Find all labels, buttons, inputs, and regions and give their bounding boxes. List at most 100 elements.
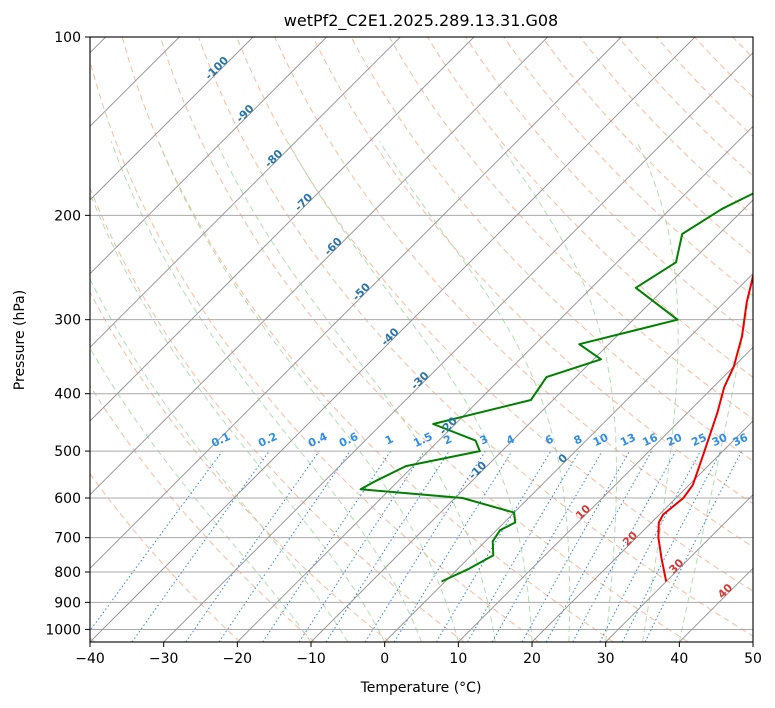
x-tick-label: −40	[75, 651, 105, 667]
x-tick-label: 0	[380, 651, 389, 667]
background-lines	[90, 37, 775, 642]
dry-adiabat	[90, 186, 465, 642]
dewpoint-profile	[359, 192, 753, 583]
dry-adiabat	[350, 37, 753, 462]
mixing-ratio-line	[262, 450, 392, 642]
x-tick-label: −10	[296, 651, 326, 667]
mixing-ratio-label: 25	[689, 431, 708, 449]
moist-adiabat	[378, 141, 571, 642]
isotherm-line	[90, 37, 328, 275]
dry-adiabat	[388, 37, 753, 420]
isotherm-line	[90, 37, 549, 496]
isotherm-label: -30	[408, 369, 431, 392]
isotherm-label: -60	[322, 235, 345, 258]
isotherm-line	[678, 567, 753, 642]
mixing-ratio-line	[364, 450, 486, 642]
y-tick-label: 800	[54, 565, 81, 581]
x-tick-label: 50	[744, 651, 762, 667]
mixing-ratio-label: 1	[383, 432, 395, 447]
isotherm-line	[531, 420, 753, 642]
x-tick-label: 10	[449, 651, 467, 667]
x-tick-label: 30	[597, 651, 615, 667]
temperature-profile	[657, 271, 753, 582]
isotherm-label: -40	[378, 325, 401, 348]
dry-adiabat	[274, 37, 753, 548]
y-tick-label: 200	[54, 208, 81, 224]
y-tick-label: 100	[54, 30, 81, 46]
series-layer	[359, 192, 753, 583]
mixing-ratio-label: 30	[710, 431, 730, 449]
y-tick-label: 500	[54, 444, 81, 460]
dry-adiabat	[236, 37, 753, 592]
mixing-ratio-label: 0.2	[256, 430, 279, 450]
isotherm-label: -50	[350, 280, 373, 303]
x-tick-label: −20	[223, 651, 253, 667]
y-tick-label: 300	[54, 313, 81, 329]
mixing-ratio-line	[90, 450, 223, 632]
dry-adiabat	[90, 472, 241, 642]
y-tick-label: 1000	[45, 622, 81, 638]
mixing-ratio-label: 13	[618, 431, 637, 449]
mixing-ratio-line	[599, 450, 701, 642]
chart-title: wetPf2_C2E1.2025.289.13.31.G08	[284, 11, 558, 31]
moist-adiabat	[90, 192, 386, 642]
y-axis-label: Pressure (hPa)	[12, 290, 28, 390]
mixing-ratio-label: 20	[665, 431, 685, 449]
isotherm-label: 40	[715, 581, 735, 601]
isotherm-label: -70	[292, 190, 315, 213]
dry-adiabat	[90, 291, 390, 642]
isotherm-line	[310, 199, 753, 642]
mixing-ratio-line	[218, 450, 351, 642]
mixing-ratio-line	[572, 450, 677, 642]
mixing-ratio-line	[298, 450, 425, 642]
mixing-ratio-label: 1.5	[411, 430, 434, 450]
axes: −40 −30 −20 −10 0 10 20 30 40 50 100 200 300 400 500 60…	[45, 30, 762, 667]
isotherm-label: -90	[233, 102, 256, 125]
moist-adiabat	[287, 141, 533, 642]
isotherm-label: -10	[466, 458, 489, 481]
mixing-ratio-line	[521, 450, 630, 642]
mixing-ratio-label: 36	[731, 431, 751, 449]
dry-adiabat	[694, 37, 753, 98]
isotherm-line	[90, 37, 696, 642]
y-tick-label: 700	[54, 531, 81, 547]
isotherm-line	[605, 493, 753, 642]
moist-adiabat	[678, 265, 753, 642]
dry-adiabat	[656, 37, 753, 138]
plot-frame	[89, 36, 754, 643]
moist-adiabat	[90, 347, 312, 642]
mixing-ratio-label: 0.1	[209, 430, 232, 450]
x-axis-label: Temperature (°C)	[360, 680, 482, 696]
dry-adiabat	[503, 37, 753, 297]
isotherm-line	[90, 37, 475, 422]
x-tick-label: 40	[670, 651, 688, 667]
y-tick-label: 900	[54, 595, 81, 611]
dry-adiabat	[771, 37, 775, 642]
isotherm-label: -80	[262, 147, 285, 170]
mixing-ratio-line	[325, 450, 450, 642]
isotherm-line	[90, 37, 254, 201]
dry-adiabat	[732, 37, 753, 59]
isotherm-line	[752, 641, 753, 642]
mixing-ratio-label: 10	[591, 431, 611, 449]
mixing-ratio-label: 16	[640, 431, 660, 449]
y-tick-label: 600	[54, 491, 81, 507]
isotherm-line	[236, 125, 753, 642]
x-tick-label: 20	[523, 651, 541, 667]
mixing-ratio-label: 0.4	[306, 430, 329, 450]
dry-adiabat	[90, 59, 540, 642]
line-labels: 0.1 0.2 0.4 0.6 1 1.5 2 3 4 6 8 10 13 16 20 25 30 36-100-…	[202, 54, 750, 601]
moist-adiabat	[215, 141, 496, 642]
isotherm-line	[163, 51, 753, 642]
dry-adiabat	[90, 384, 316, 642]
mixing-ratio-label: 4	[504, 432, 517, 447]
x-tick-label: −30	[149, 651, 179, 667]
dry-adiabat	[465, 37, 753, 338]
mixing-ratio-line	[131, 450, 270, 642]
isotherm-label: 30	[666, 556, 686, 576]
isotherm-line	[457, 346, 753, 642]
mixing-ratio-line	[393, 450, 513, 642]
dry-adiabat	[121, 37, 614, 642]
mixing-ratio-line	[545, 450, 653, 642]
dry-adiabat	[541, 37, 753, 257]
